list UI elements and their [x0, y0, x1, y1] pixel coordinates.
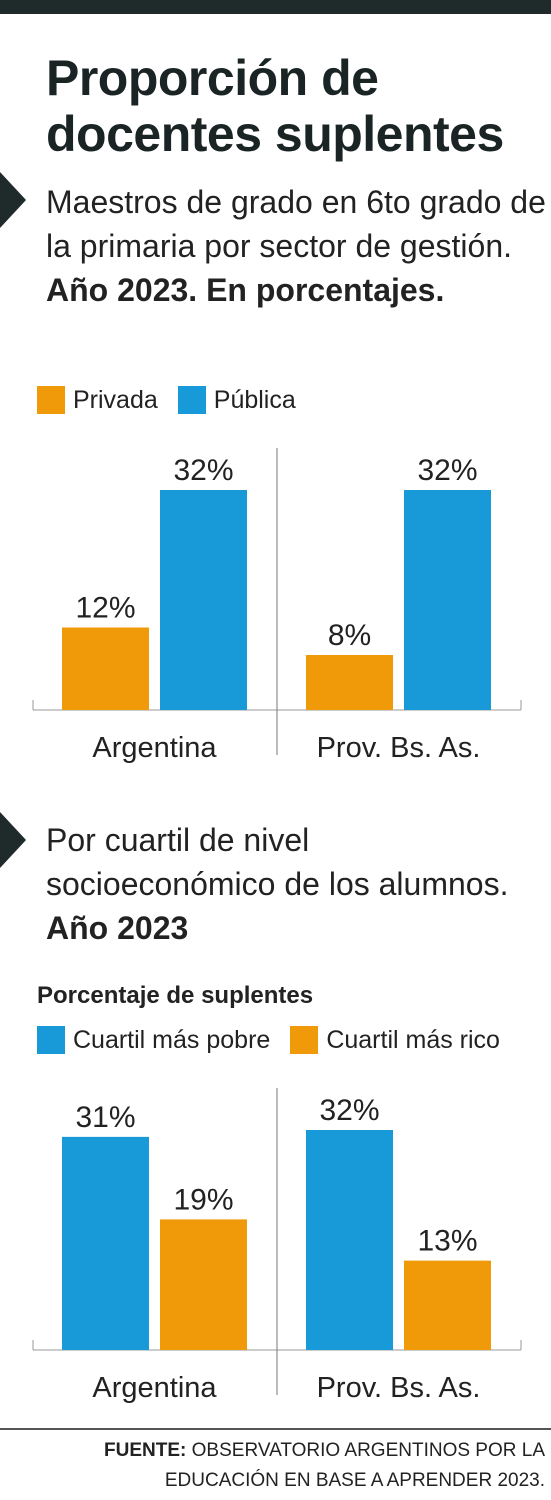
source-label: FUENTE: [104, 1440, 187, 1461]
bar-1-1 [404, 1260, 491, 1350]
source-divider [0, 1428, 551, 1430]
legend-swatch-cuartil-pobre [37, 1026, 65, 1054]
data-label-0-0: 31% [75, 1101, 135, 1134]
section-marker-icon [0, 812, 26, 868]
legend-item-publica: Pública [177, 385, 296, 415]
legend-swatch-publica [177, 386, 206, 414]
bar-0-1 [160, 490, 247, 710]
chart2-unit-label: Porcentaje de suplentes [37, 982, 314, 1009]
bar-1-0 [306, 655, 393, 710]
chart-cuartil-socioeconomico: 31% 19% Argentina 32% 13% Prov. Bs. As. [32, 1088, 522, 1404]
source-text: OBSERVATORIO ARGENTINOS POR LA EDUCACIÓN… [164, 1440, 545, 1491]
chart1-legend: Privada Pública [37, 385, 316, 415]
bar-0-0 [62, 627, 149, 710]
data-label-0-1: 32% [173, 454, 233, 487]
category-label-1: Prov. Bs. As. [317, 1372, 481, 1404]
legend-swatch-privada [37, 386, 65, 414]
chart-sector-gestion: 12% 32% Argentina 8% 32% Prov. Bs. As. [32, 448, 522, 764]
legend-item-privada: Privada [37, 386, 158, 415]
category-label-0: Argentina [92, 732, 217, 764]
section1-subtitle: Maestros de grado en 6to grado de la pri… [46, 180, 546, 312]
source-note: FUENTE: OBSERVATORIO ARGENTINOS POR LA E… [25, 1436, 545, 1496]
data-label-1-1: 32% [417, 454, 477, 487]
bar-1-0 [306, 1130, 393, 1350]
bar-0-1 [160, 1219, 247, 1350]
legend-label-privada: Privada [73, 385, 158, 414]
section2-subtitle-bold: Año 2023 [46, 910, 189, 946]
legend-item-cuartil-pobre: Cuartil más pobre [37, 1026, 270, 1055]
section1-subtitle-text: Maestros de grado en 6to grado de la pri… [46, 184, 546, 264]
bar-0-0 [62, 1136, 149, 1350]
data-label-1-0: 32% [319, 1094, 379, 1127]
data-label-0-0: 12% [75, 592, 135, 625]
data-label-1-1: 13% [417, 1225, 477, 1258]
top-bar [0, 0, 551, 14]
legend-label-cuartil-rico: Cuartil más rico [326, 1025, 500, 1054]
chart2-legend: Cuartil más pobre Cuartil más rico [37, 1025, 520, 1055]
data-label-0-1: 19% [173, 1183, 233, 1216]
section2-subtitle-text: Por cuartil de nivel socioeconómico de l… [46, 822, 509, 902]
section2-subtitle: Por cuartil de nivel socioeconómico de l… [46, 818, 546, 950]
category-label-1: Prov. Bs. As. [317, 732, 481, 764]
data-label-1-0: 8% [328, 619, 371, 652]
category-label-0: Argentina [92, 1372, 217, 1404]
page-title: Proporción de docentes suplentes [46, 50, 504, 162]
section-marker-icon [0, 172, 26, 228]
legend-swatch-cuartil-rico [290, 1026, 319, 1054]
section1-subtitle-bold: Año 2023. En porcentajes. [46, 272, 445, 308]
legend-item-cuartil-rico: Cuartil más rico [290, 1026, 500, 1055]
bar-1-1 [404, 490, 491, 710]
legend-label-cuartil-pobre: Cuartil más pobre [73, 1025, 271, 1054]
legend-label-publica: Pública [213, 385, 296, 414]
